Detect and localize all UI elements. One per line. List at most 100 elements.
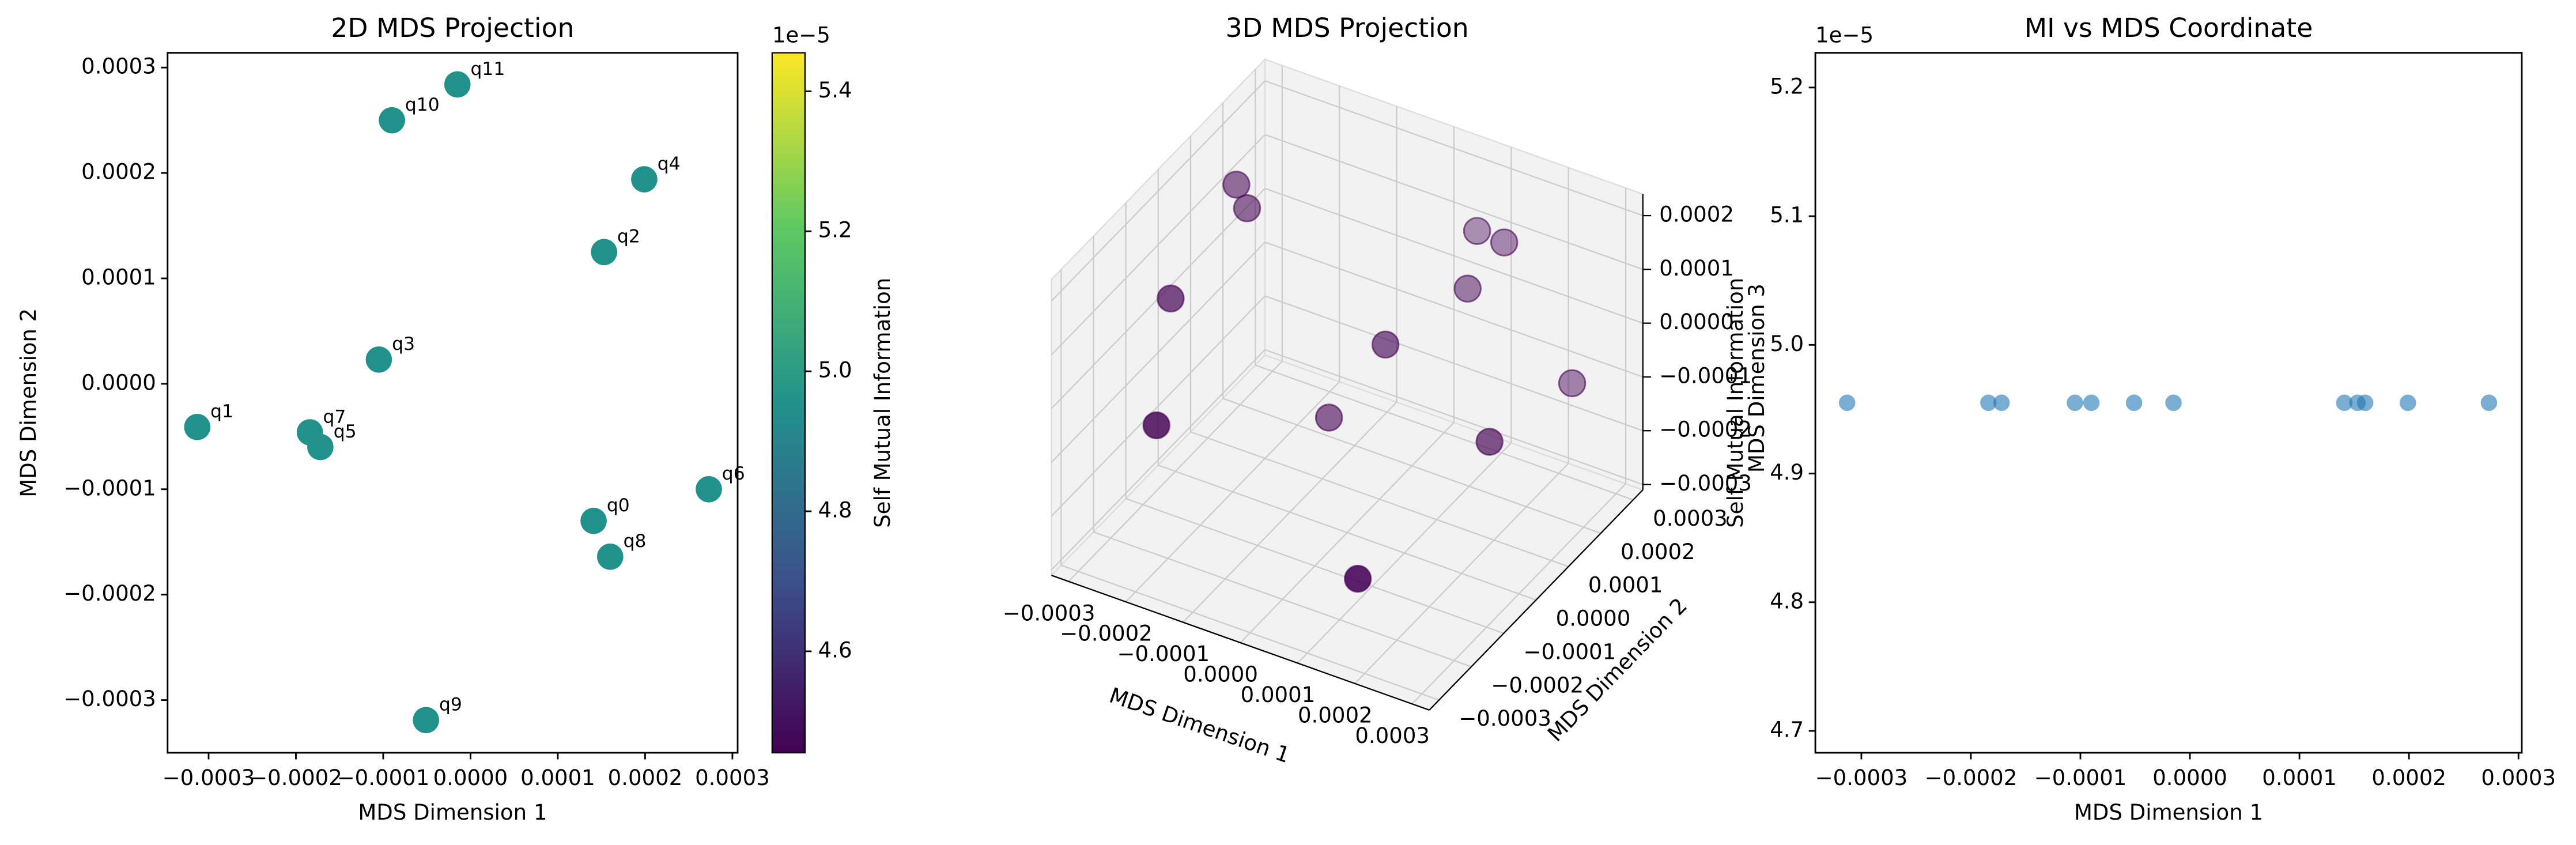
- point-label: q8: [624, 531, 647, 552]
- point: [631, 166, 658, 193]
- colorbar-tick-label: 5.2: [818, 218, 852, 243]
- point: [379, 107, 405, 134]
- point-label: q11: [471, 59, 505, 80]
- grid-line: [1051, 295, 1266, 517]
- point: [444, 71, 471, 98]
- point: [2336, 394, 2353, 412]
- grid-line: [1051, 349, 1266, 571]
- z-axis-label: MDS Dimension 3: [1744, 284, 1769, 473]
- point: [1490, 228, 1519, 256]
- grid-line: [1051, 242, 1266, 463]
- grid-line: [1093, 531, 1472, 667]
- point: [1453, 274, 1482, 303]
- point: [2067, 394, 2083, 412]
- point: [696, 476, 722, 503]
- y-tick-label: −0.0001: [1524, 639, 1616, 664]
- y-tick-label: −0.0001: [63, 476, 156, 500]
- x-tick-label: −0.0002: [1060, 621, 1153, 646]
- y-tick-label: 0.0001: [81, 265, 156, 289]
- colorbar-tick-label: 4.6: [818, 637, 852, 662]
- x-tick-label: 0.0002: [1298, 703, 1373, 727]
- x-tick-label: −0.0002: [1925, 765, 2018, 790]
- point-label: q2: [617, 227, 640, 247]
- z-tick-label: 0.0000: [1659, 310, 1734, 334]
- point: [296, 419, 323, 446]
- y-tick-label: 4.9: [1770, 460, 1804, 485]
- point: [2400, 394, 2416, 412]
- z-tick-label: −0.0001: [1659, 363, 1752, 388]
- point: [591, 239, 618, 266]
- x-tick-label: −0.0003: [1815, 765, 1908, 790]
- point: [1838, 394, 1856, 412]
- x-tick-label: −0.0001: [1117, 642, 1210, 666]
- x-tick-label: 0.0000: [433, 765, 508, 790]
- point: [2165, 394, 2182, 412]
- x-tick-label: 0.0001: [2262, 765, 2337, 790]
- grid-line: [1255, 364, 1634, 501]
- offset-text: 1e−5: [1815, 23, 1874, 48]
- point: [1371, 330, 1400, 359]
- y-tick-label: 0.0000: [1556, 606, 1631, 631]
- y-tick-label: 0.0001: [1588, 573, 1663, 598]
- x-tick-label: 0.0001: [1241, 682, 1316, 707]
- z-tick-label: −0.0003: [1659, 471, 1752, 496]
- point-label: q10: [405, 95, 440, 115]
- colorbar-offset-text: 1e−5: [772, 23, 830, 48]
- grid-line: [1264, 242, 1644, 378]
- x-tick-label: −0.0001: [337, 765, 430, 790]
- point: [1463, 217, 1491, 245]
- z-tick-label: −0.0002: [1659, 417, 1752, 442]
- point: [413, 707, 439, 734]
- x-tick-label: −0.0003: [1003, 601, 1096, 625]
- point-label: q1: [210, 401, 233, 422]
- x-tick-label: 0.0000: [1183, 662, 1258, 687]
- point-label: q0: [607, 495, 630, 516]
- grid-line: [1125, 497, 1504, 634]
- chart-title: 3D MDS Projection: [1226, 13, 1469, 43]
- grid-line: [1264, 295, 1644, 432]
- point: [597, 544, 624, 570]
- colorbar-tick-label: 5.4: [818, 78, 852, 103]
- y-tick-label: 5.2: [1770, 74, 1804, 99]
- point-label: q9: [439, 695, 462, 715]
- point: [1222, 171, 1251, 199]
- colorbar-label: Self Mutual Information: [870, 278, 895, 528]
- grid-line: [1264, 349, 1644, 485]
- point: [1142, 411, 1170, 440]
- x-tick-label: 0.0003: [2481, 765, 2556, 790]
- point: [365, 346, 392, 373]
- grid-line: [1060, 564, 1440, 701]
- chart-title: MI vs MDS Coordinate: [2024, 13, 2313, 43]
- point: [2083, 394, 2100, 412]
- point: [1343, 564, 1372, 593]
- x-tick-label: 0.0002: [2371, 765, 2446, 790]
- grid-line: [1051, 134, 1266, 356]
- grid-line: [1264, 80, 1644, 217]
- point-label: q7: [323, 406, 346, 427]
- x-tick-label: 0.0003: [695, 765, 770, 790]
- point: [2480, 394, 2498, 412]
- point-label: q3: [392, 334, 415, 354]
- x-tick-label: −0.0002: [250, 765, 342, 790]
- y-tick-label: −0.0002: [63, 581, 156, 606]
- x-tick-label: 0.0000: [2152, 765, 2227, 790]
- x-tick-label: −0.0003: [163, 765, 255, 790]
- plot-frame: [1814, 52, 2523, 754]
- y-tick-label: 4.7: [1770, 718, 1804, 742]
- plot-frame: [167, 52, 739, 754]
- point-label: q5: [334, 421, 357, 442]
- point: [580, 507, 607, 534]
- y-tick-label: 5.0: [1770, 331, 1804, 356]
- point: [1993, 394, 2010, 412]
- point: [1558, 369, 1587, 398]
- y-tick-label: −0.0003: [1459, 706, 1551, 731]
- y-tick-label: −0.0002: [1491, 673, 1584, 697]
- y-tick-label: 0.0002: [81, 160, 156, 184]
- y-tick-label: −0.0003: [63, 686, 156, 711]
- x-axis-label: MDS Dimension 1: [358, 800, 547, 825]
- z-tick-label: 0.0002: [1659, 202, 1734, 227]
- y-tick-label: 0.0003: [81, 54, 156, 79]
- y-tick-label: 5.1: [1770, 203, 1804, 228]
